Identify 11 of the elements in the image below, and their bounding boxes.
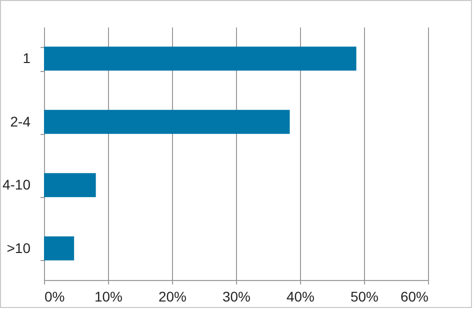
- x-tick-label: 20%: [158, 288, 187, 304]
- y-tick-label: >10: [6, 240, 31, 256]
- x-tick-label: 60%: [400, 288, 428, 304]
- x-tick-label: 0%: [44, 288, 65, 304]
- x-tick-label: 40%: [286, 288, 315, 304]
- x-tick-label: 10%: [94, 288, 123, 304]
- x-tick-label: 50%: [350, 288, 379, 304]
- y-tick-label: 2-4: [10, 113, 31, 130]
- x-tick-label: 30%: [222, 288, 251, 304]
- y-tick-label: 4-10: [2, 176, 31, 193]
- y-tick-label: 1: [22, 50, 31, 66]
